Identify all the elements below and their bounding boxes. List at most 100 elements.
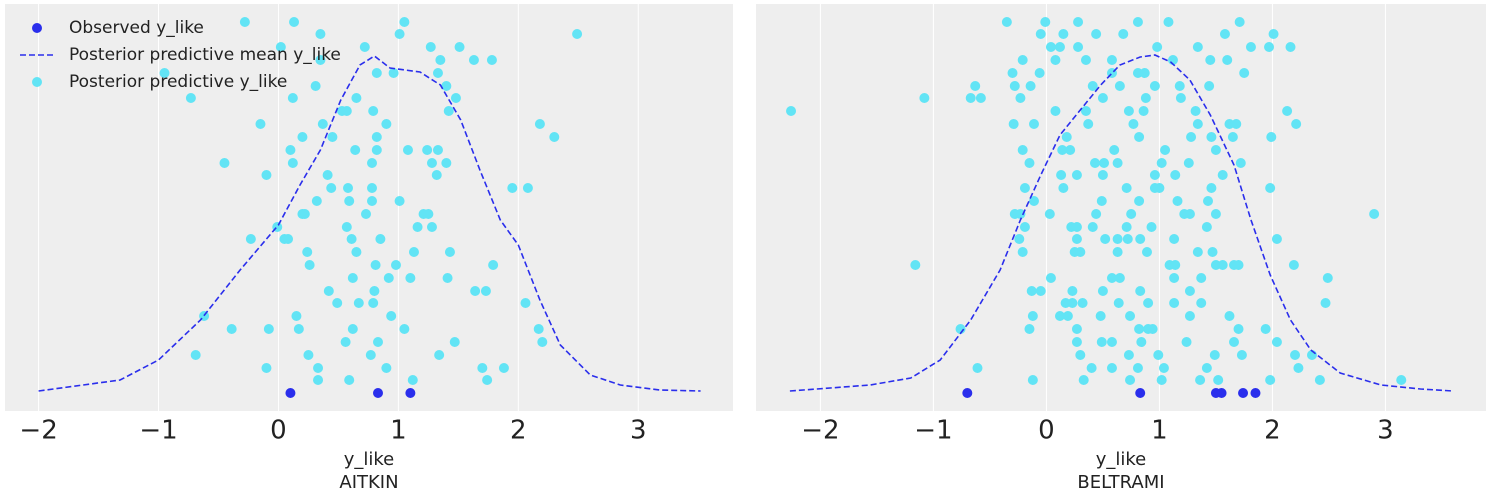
point — [313, 363, 324, 373]
point — [239, 17, 250, 27]
point — [1050, 106, 1061, 116]
point — [1234, 17, 1245, 27]
point — [1233, 260, 1244, 270]
point — [1077, 298, 1088, 308]
point — [1058, 183, 1069, 193]
point — [1227, 132, 1238, 142]
point — [1134, 196, 1145, 206]
point — [1369, 209, 1380, 219]
point — [341, 106, 352, 116]
mean-line — [789, 54, 1454, 392]
point — [962, 388, 973, 398]
point — [1065, 145, 1076, 155]
point — [432, 68, 443, 78]
point — [412, 222, 423, 232]
point — [287, 158, 298, 168]
point — [291, 311, 302, 321]
point — [245, 234, 256, 244]
point — [1096, 337, 1107, 347]
x-tick-label: 0 — [270, 416, 287, 446]
point — [1100, 234, 1111, 244]
point — [1192, 119, 1203, 129]
point — [341, 222, 352, 232]
point — [1140, 93, 1151, 103]
point — [326, 183, 337, 193]
point — [434, 350, 445, 360]
point — [1123, 350, 1134, 360]
point — [1314, 375, 1325, 385]
point — [1034, 68, 1045, 78]
point — [293, 324, 304, 334]
point — [383, 273, 394, 283]
point — [1217, 260, 1228, 270]
point — [1019, 222, 1030, 232]
point — [1024, 158, 1035, 168]
point — [1123, 106, 1134, 116]
point — [1122, 234, 1133, 244]
point — [304, 260, 315, 270]
x-tick-label: 2 — [510, 416, 527, 446]
point — [955, 324, 966, 334]
point — [1320, 298, 1331, 308]
point — [449, 337, 460, 347]
point — [1058, 29, 1069, 39]
point — [399, 324, 410, 334]
point — [1044, 209, 1055, 219]
point — [190, 350, 201, 360]
point — [1169, 273, 1180, 283]
point — [1007, 68, 1018, 78]
point — [1056, 170, 1067, 180]
x-tick-label: 1 — [1151, 416, 1168, 446]
point — [1045, 273, 1056, 283]
point — [1250, 388, 1261, 398]
point — [315, 55, 326, 65]
point — [1206, 183, 1217, 193]
x-tick-label: −1 — [139, 416, 177, 446]
point — [299, 209, 310, 219]
point — [285, 388, 296, 398]
point — [786, 106, 797, 116]
point — [1009, 81, 1020, 91]
point — [368, 106, 379, 116]
point — [1209, 350, 1220, 360]
point — [423, 209, 434, 219]
point — [1134, 132, 1145, 142]
point — [1169, 234, 1180, 244]
point — [1015, 93, 1026, 103]
point — [185, 93, 196, 103]
point — [1201, 222, 1212, 232]
point — [507, 183, 518, 193]
point — [1028, 196, 1039, 206]
point — [441, 81, 452, 91]
point — [1192, 42, 1203, 52]
point — [263, 324, 274, 334]
point — [441, 158, 452, 168]
point — [1396, 375, 1407, 385]
point — [285, 145, 296, 155]
point — [1090, 158, 1101, 168]
point — [317, 119, 328, 129]
point — [1149, 81, 1160, 91]
point — [381, 119, 392, 129]
point — [405, 273, 416, 283]
legend-marker — [32, 23, 42, 33]
point — [261, 363, 272, 373]
point — [426, 158, 437, 168]
point — [371, 132, 382, 142]
point — [219, 158, 230, 168]
x-axis-label: y_like — [1096, 449, 1147, 470]
point — [340, 337, 351, 347]
point — [1183, 158, 1194, 168]
point — [1075, 350, 1086, 360]
point — [1027, 311, 1038, 321]
point — [1118, 29, 1129, 39]
point — [366, 183, 377, 193]
point — [919, 93, 930, 103]
point — [347, 273, 358, 283]
point — [1174, 81, 1185, 91]
point — [366, 158, 377, 168]
point — [346, 234, 357, 244]
point — [1001, 17, 1012, 27]
point — [477, 363, 488, 373]
point — [381, 363, 392, 373]
